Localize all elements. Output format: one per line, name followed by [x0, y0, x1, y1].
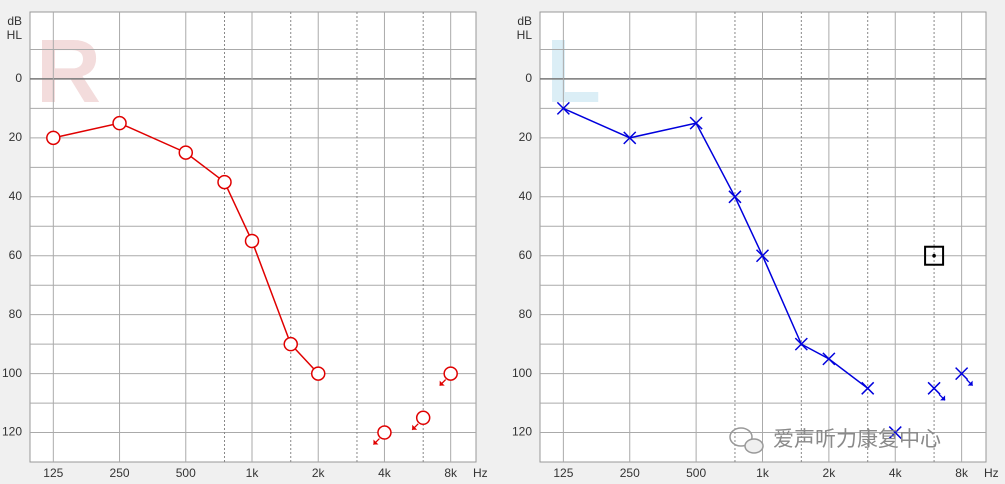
x-tick-label: 2k — [312, 466, 326, 480]
series-line — [563, 107, 869, 389]
x-tick-label: 500 — [686, 466, 706, 480]
no-response-arrowhead — [412, 424, 418, 430]
x-tick-label: 8k — [444, 466, 458, 480]
marker-cross — [728, 190, 742, 204]
wechat-icon — [744, 438, 764, 454]
marker-circle — [443, 366, 458, 381]
y-axis-label: dB — [7, 14, 22, 28]
y-tick-label: 120 — [2, 425, 22, 439]
marker-cross — [927, 381, 941, 395]
marker-cross — [755, 249, 770, 263]
y-tick-label: 60 — [519, 248, 533, 262]
marker-circle — [217, 174, 232, 190]
watermark: R — [36, 22, 101, 122]
y-tick-label: 40 — [519, 189, 533, 203]
x-axis-label: Hz — [473, 466, 488, 480]
x-tick-label: 125 — [43, 466, 63, 480]
footer-text: 爱声听力康复中心 — [773, 427, 941, 451]
wechat-icon — [729, 427, 753, 447]
footer-watermark: 爱声听力康复中心 — [729, 427, 941, 454]
marker-circle — [112, 115, 127, 131]
x-tick-label: 2k — [823, 466, 837, 480]
marker-circle — [283, 336, 298, 352]
y-tick-label: 60 — [9, 248, 23, 262]
marker-square — [924, 245, 945, 266]
marker-circle — [415, 410, 431, 426]
marker-circle — [244, 233, 260, 249]
no-response-arrowhead — [940, 395, 946, 401]
y-tick-label: 20 — [9, 130, 23, 144]
marker-cross — [689, 116, 703, 130]
x-tick-label: 8k — [955, 466, 969, 480]
y-tick-label: 80 — [519, 307, 533, 321]
marker-cross — [556, 101, 570, 115]
x-tick-label: 1k — [246, 466, 260, 480]
x-tick-label: 125 — [553, 466, 573, 480]
x-tick-label: 250 — [110, 466, 130, 480]
marker-cross — [955, 367, 969, 381]
x-tick-label: 500 — [176, 466, 196, 480]
marker-circle — [310, 366, 326, 381]
no-response-arrowhead — [373, 439, 379, 445]
marker-circle — [46, 130, 61, 146]
x-tick-label: 4k — [889, 466, 903, 480]
marker-cross — [794, 337, 808, 351]
y-tick-label: 100 — [512, 366, 532, 380]
y-tick-label: 20 — [519, 130, 533, 144]
marker-circle — [178, 145, 194, 160]
y-axis-label: HL — [517, 28, 533, 42]
y-tick-label: 120 — [512, 425, 532, 439]
x-tick-label: 1k — [756, 466, 770, 480]
marker-cross — [888, 426, 902, 440]
marker-cross — [623, 131, 637, 145]
y-tick-label: 80 — [9, 307, 23, 321]
y-tick-label: 40 — [9, 189, 23, 203]
x-tick-label: 250 — [620, 466, 640, 480]
marker-circle — [377, 425, 392, 440]
watermark: L — [546, 22, 601, 122]
x-tick-label: 4k — [378, 466, 392, 480]
marker-dot — [932, 253, 936, 258]
x-axis-label: Hz — [984, 466, 999, 480]
marker-cross — [861, 381, 875, 395]
y-tick-label: 0 — [525, 71, 532, 85]
no-response-arrowhead — [439, 380, 445, 386]
no-response-arrowhead — [967, 380, 973, 386]
y-tick-label: 0 — [15, 71, 22, 85]
y-tick-label: 100 — [2, 366, 22, 380]
marker-cross — [822, 352, 836, 366]
y-axis-label: HL — [7, 28, 23, 42]
y-axis-label: dB — [517, 14, 532, 28]
